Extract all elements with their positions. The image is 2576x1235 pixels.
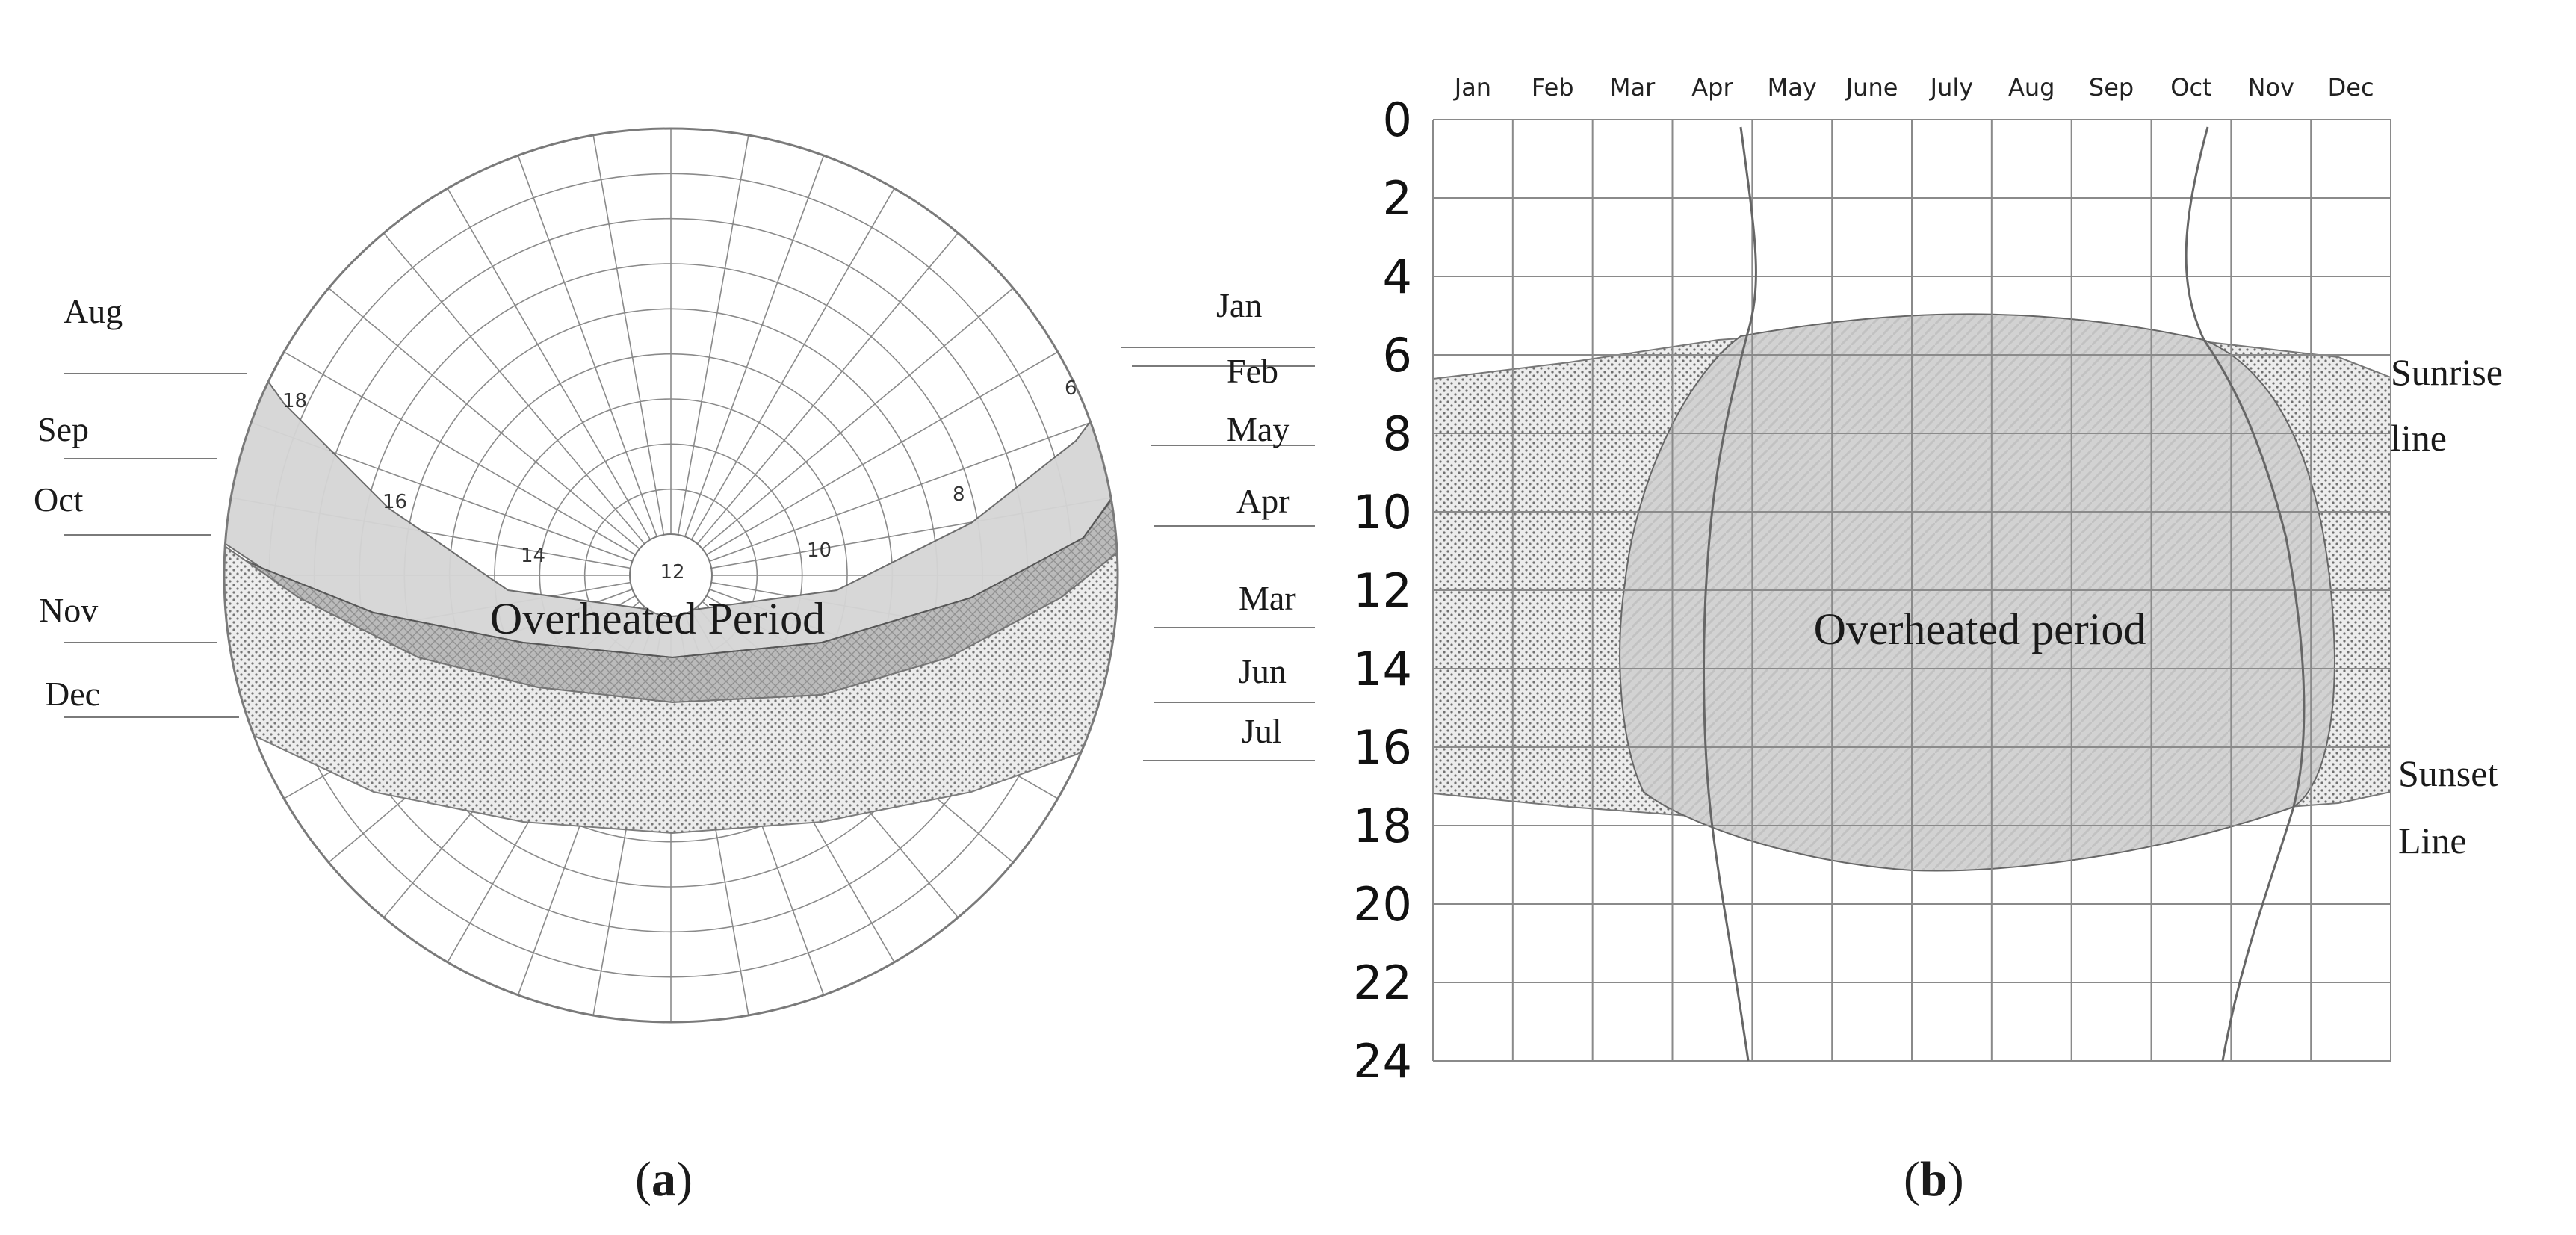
hour-tick-label: 2: [1383, 171, 1412, 226]
hour-label: 8: [953, 483, 965, 506]
panel-b: Overheated period Jan Feb Mar Apr May June Jul…: [1353, 73, 2503, 1207]
overheated-region: [1620, 314, 2335, 870]
overheated-period-label-b: Overheated period: [1814, 604, 2146, 654]
month-label-apr: Apr: [1236, 482, 1290, 520]
month-header: May: [1768, 73, 1817, 102]
hour-tick-label: 22: [1353, 956, 1412, 1010]
month-header: Feb: [1532, 73, 1574, 102]
month-label-jun: Jun: [1239, 652, 1287, 690]
left-month-labels: Aug Sep Oct Nov Dec: [34, 292, 123, 713]
hour-tick-label: 24: [1353, 1034, 1412, 1089]
month-header-row: Jan Feb Mar Apr May June July Aug Sep Oct Nov Dec: [1453, 73, 2374, 102]
month-header: Aug: [2008, 73, 2055, 102]
month-label-nov: Nov: [39, 591, 98, 629]
hour-tick-label: 10: [1353, 485, 1412, 539]
azimuth-spoke: [593, 135, 663, 535]
hour-tick-label: 0: [1383, 93, 1412, 147]
hour-label: 18: [282, 390, 307, 412]
month-label-sep: Sep: [37, 410, 89, 448]
month-label-may: May: [1227, 410, 1289, 448]
hour-label: 16: [383, 491, 407, 513]
month-label-feb: Feb: [1227, 352, 1278, 390]
hour-tick-label: 8: [1383, 406, 1412, 461]
month-header: Nov: [2248, 73, 2294, 102]
hour-tick-label: 12: [1353, 563, 1412, 618]
hour-label: 10: [807, 539, 832, 562]
azimuth-spoke: [702, 288, 1013, 549]
hour-tick-label: 18: [1353, 799, 1412, 853]
month-header: Oct: [2170, 73, 2211, 102]
sunset-label-line1: Sunset: [2398, 752, 2498, 794]
month-label-oct: Oct: [34, 480, 84, 519]
month-header: July: [1929, 73, 1974, 102]
hour-tick-label: 14: [1353, 642, 1412, 696]
panel-a: 18 16 14 12 10 8 6 Overheated Period Aug…: [34, 129, 1315, 1207]
hour-tick-label: 20: [1353, 877, 1412, 932]
month-label-aug: Aug: [64, 292, 123, 330]
month-label-mar: Mar: [1239, 579, 1296, 617]
month-header: Mar: [1610, 73, 1656, 102]
azimuth-spoke: [678, 135, 749, 535]
right-leader-lines: [1121, 347, 1315, 761]
month-header: Jan: [1453, 73, 1491, 102]
sunset-label-line2: Line: [2398, 820, 2467, 861]
sunrise-label-line2: line: [2391, 417, 2447, 459]
hour-tick-label: 16: [1353, 720, 1412, 775]
month-header: Dec: [2328, 73, 2374, 102]
hour-tick-label: 4: [1383, 250, 1412, 304]
month-label-jul: Jul: [1242, 712, 1282, 750]
caption-a: (a): [635, 1152, 693, 1207]
caption-b: (b): [1904, 1152, 1964, 1207]
month-label-dec: Dec: [45, 675, 100, 713]
azimuth-spoke: [697, 233, 958, 544]
sunset-label: Sunset Line: [2398, 752, 2498, 861]
hour-label: 14: [521, 545, 545, 567]
sunrise-label-line1: Sunrise: [2391, 351, 2503, 393]
hour-tick-label: 6: [1383, 328, 1412, 383]
month-header: June: [1845, 73, 1898, 102]
month-header: Sep: [2089, 73, 2134, 102]
left-leader-lines: [64, 374, 247, 717]
right-month-labels: Jan Feb May Apr Mar Jun Jul: [1216, 286, 1296, 750]
hour-label: 6: [1065, 377, 1077, 400]
overheated-period-label: Overheated Period: [490, 594, 825, 643]
month-header: Apr: [1691, 73, 1733, 102]
azimuth-spoke: [384, 233, 645, 544]
sunrise-label: Sunrise line: [2391, 351, 2503, 459]
month-label-jan: Jan: [1216, 286, 1262, 324]
panel-b-grid: [1433, 120, 2391, 1061]
hour-label: 12: [660, 561, 684, 584]
